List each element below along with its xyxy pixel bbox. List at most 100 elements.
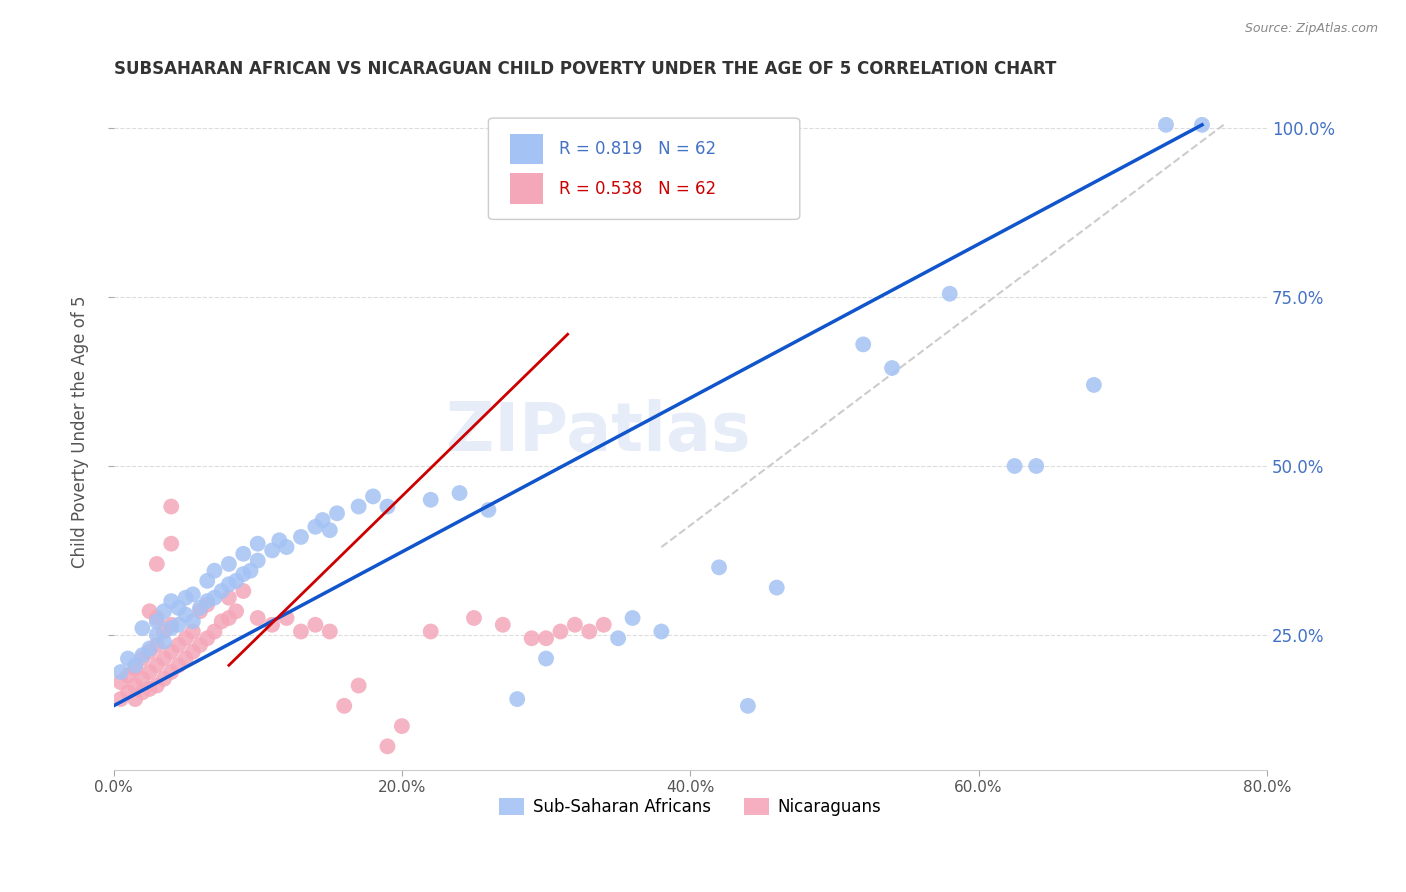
Point <box>167 617 190 632</box>
Point <box>160 500 183 514</box>
Point <box>534 632 557 646</box>
Point <box>174 591 197 605</box>
Point <box>124 658 146 673</box>
Point <box>492 617 515 632</box>
Point <box>110 665 132 679</box>
Point <box>520 632 543 646</box>
Point <box>138 604 160 618</box>
Point <box>146 611 169 625</box>
Point <box>276 540 298 554</box>
Point <box>347 500 370 514</box>
Point <box>160 645 183 659</box>
Point <box>246 611 269 625</box>
Point <box>188 600 211 615</box>
Text: R = 0.538   N = 62: R = 0.538 N = 62 <box>558 180 716 198</box>
Legend: Sub-Saharan Africans, Nicaraguans: Sub-Saharan Africans, Nicaraguans <box>492 791 887 822</box>
Point <box>195 594 218 608</box>
Point <box>218 611 240 625</box>
Point <box>276 611 298 625</box>
Point <box>938 286 960 301</box>
Point <box>181 645 204 659</box>
Point <box>131 685 153 699</box>
Point <box>1025 458 1047 473</box>
Point <box>391 719 413 733</box>
Point <box>218 591 240 605</box>
Point <box>304 617 326 632</box>
Y-axis label: Child Poverty Under the Age of 5: Child Poverty Under the Age of 5 <box>72 296 89 568</box>
Point <box>463 611 485 625</box>
Point <box>650 624 672 639</box>
Point <box>174 651 197 665</box>
Point <box>160 665 183 679</box>
Point <box>153 672 176 686</box>
Point <box>131 648 153 662</box>
Point <box>319 523 342 537</box>
Point <box>1191 118 1213 132</box>
Point <box>117 685 139 699</box>
Point <box>188 604 211 618</box>
Point <box>195 574 218 588</box>
Point <box>269 533 291 548</box>
Point <box>361 489 384 503</box>
Text: R = 0.819   N = 62: R = 0.819 N = 62 <box>558 140 716 158</box>
Point <box>377 500 399 514</box>
Point <box>225 604 247 618</box>
Point <box>1083 378 1105 392</box>
Point <box>195 598 218 612</box>
Point <box>765 581 787 595</box>
Point <box>181 615 204 629</box>
Point <box>607 632 630 646</box>
Point <box>333 698 356 713</box>
Point <box>246 537 269 551</box>
Point <box>1154 118 1177 132</box>
Point <box>138 641 160 656</box>
FancyBboxPatch shape <box>488 118 800 219</box>
Point <box>174 632 197 646</box>
Point <box>737 698 759 713</box>
Point <box>160 617 183 632</box>
Point <box>138 665 160 679</box>
Point <box>204 564 226 578</box>
Point <box>377 739 399 754</box>
Point <box>195 632 218 646</box>
Text: SUBSAHARAN AFRICAN VS NICARAGUAN CHILD POVERTY UNDER THE AGE OF 5 CORRELATION CH: SUBSAHARAN AFRICAN VS NICARAGUAN CHILD P… <box>114 60 1056 78</box>
Point <box>534 651 557 665</box>
Point <box>477 503 499 517</box>
Point <box>153 651 176 665</box>
Point <box>146 557 169 571</box>
Point <box>707 560 730 574</box>
Point <box>138 681 160 696</box>
Point <box>419 624 441 639</box>
Point <box>211 584 233 599</box>
Point <box>110 692 132 706</box>
Point <box>153 604 176 618</box>
Point <box>319 624 342 639</box>
Point <box>311 513 333 527</box>
Point <box>290 530 312 544</box>
Point <box>131 672 153 686</box>
Point <box>167 600 190 615</box>
Point <box>117 668 139 682</box>
Point <box>146 658 169 673</box>
Point <box>592 617 614 632</box>
Point <box>880 361 903 376</box>
Point <box>218 557 240 571</box>
Point <box>246 553 269 567</box>
Point <box>174 607 197 622</box>
Point <box>290 624 312 639</box>
Point <box>153 624 176 639</box>
Point <box>188 638 211 652</box>
Point <box>146 638 169 652</box>
Point <box>167 658 190 673</box>
Point <box>153 634 176 648</box>
Point <box>232 584 254 599</box>
Point <box>138 645 160 659</box>
Point <box>621 611 644 625</box>
Point <box>262 617 284 632</box>
Point <box>550 624 572 639</box>
Point <box>181 624 204 639</box>
Point <box>304 520 326 534</box>
Text: Source: ZipAtlas.com: Source: ZipAtlas.com <box>1244 22 1378 36</box>
Point <box>160 594 183 608</box>
FancyBboxPatch shape <box>510 134 543 164</box>
